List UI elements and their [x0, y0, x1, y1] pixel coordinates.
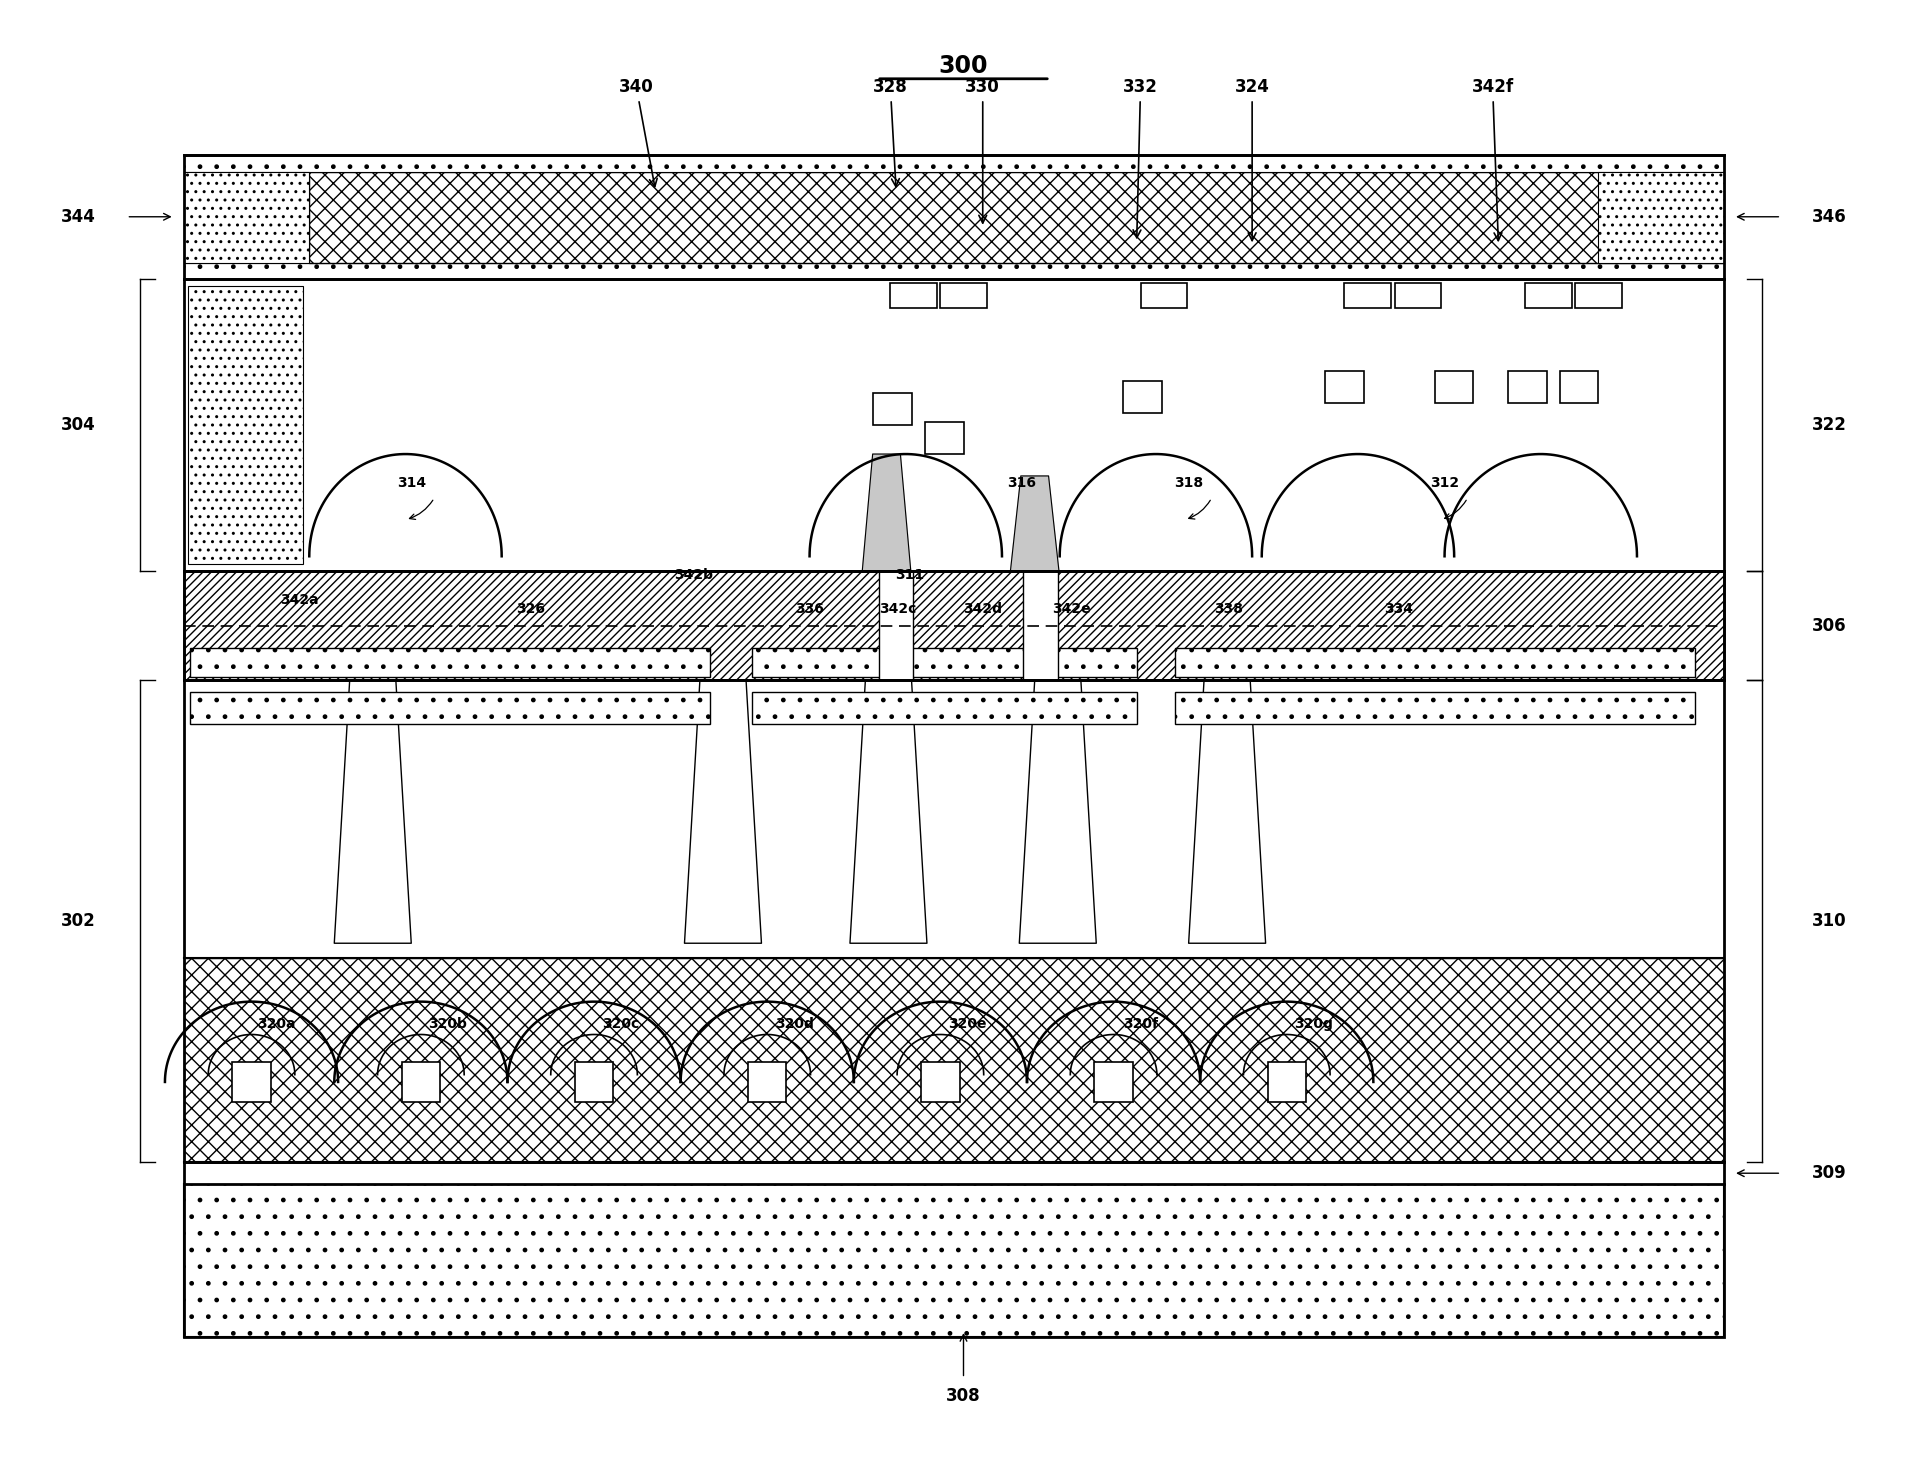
Text: 342c: 342c: [879, 601, 917, 616]
Text: 334: 334: [1384, 601, 1412, 616]
Text: 300: 300: [938, 54, 989, 78]
Bar: [700, 680, 746, 944]
Bar: [890, 284, 937, 309]
Bar: [349, 680, 395, 944]
Bar: [185, 1175, 1723, 1184]
Text: 346: 346: [1811, 208, 1846, 225]
Bar: [921, 1062, 960, 1103]
Bar: [189, 287, 303, 563]
Text: 336: 336: [796, 601, 825, 616]
Text: 320c: 320c: [603, 1017, 640, 1030]
Bar: [185, 680, 1723, 1162]
Text: 344: 344: [62, 208, 96, 225]
Bar: [185, 571, 1723, 680]
Text: 320b: 320b: [428, 1017, 466, 1030]
Polygon shape: [861, 454, 911, 571]
Bar: [1268, 1062, 1307, 1103]
Text: 320f: 320f: [1123, 1017, 1158, 1030]
Bar: [940, 284, 987, 309]
Bar: [1345, 284, 1391, 309]
Bar: [1576, 284, 1623, 309]
Text: 311: 311: [894, 568, 925, 582]
Text: 310: 310: [1811, 913, 1846, 930]
Text: 332: 332: [1123, 79, 1158, 237]
Text: 309: 309: [1811, 1165, 1846, 1182]
Bar: [191, 692, 709, 724]
Bar: [303, 284, 1717, 566]
Polygon shape: [1010, 475, 1060, 571]
Bar: [1123, 380, 1162, 413]
Bar: [1509, 370, 1547, 402]
Text: 326: 326: [516, 601, 545, 616]
Bar: [233, 1062, 272, 1103]
Bar: [185, 173, 308, 263]
Text: 320g: 320g: [1295, 1017, 1333, 1030]
Bar: [748, 1062, 786, 1103]
Polygon shape: [850, 680, 927, 944]
Text: 316: 316: [1006, 477, 1035, 490]
Text: 314: 314: [397, 477, 426, 490]
Polygon shape: [1189, 680, 1266, 944]
Bar: [574, 1062, 613, 1103]
Bar: [1023, 571, 1058, 680]
Text: 312: 312: [1430, 477, 1459, 490]
Text: 302: 302: [62, 913, 96, 930]
Text: 304: 304: [62, 415, 96, 435]
Text: 342f: 342f: [1472, 79, 1515, 240]
Bar: [185, 263, 1723, 279]
Bar: [752, 648, 1137, 677]
Polygon shape: [1019, 680, 1096, 944]
Bar: [1095, 1062, 1133, 1103]
Polygon shape: [684, 680, 761, 944]
Text: 320d: 320d: [775, 1017, 813, 1030]
Bar: [308, 173, 1723, 263]
Bar: [185, 680, 1723, 958]
Text: 342a: 342a: [279, 593, 320, 607]
Text: 330: 330: [965, 79, 1000, 222]
Text: 342b: 342b: [674, 568, 713, 582]
Bar: [1436, 370, 1474, 402]
Polygon shape: [333, 680, 410, 944]
Bar: [925, 421, 964, 454]
Text: 308: 308: [946, 1387, 981, 1404]
Bar: [185, 155, 1723, 1337]
Bar: [1141, 284, 1187, 309]
Text: 306: 306: [1811, 616, 1846, 635]
Bar: [185, 958, 1723, 1162]
Bar: [185, 1184, 1723, 1337]
Bar: [873, 392, 911, 424]
Bar: [752, 692, 1137, 724]
Bar: [1175, 648, 1694, 677]
Bar: [1526, 284, 1572, 309]
Bar: [191, 648, 709, 677]
Text: 342d: 342d: [964, 601, 1002, 616]
Bar: [879, 571, 913, 680]
Bar: [1326, 370, 1364, 402]
Text: 322: 322: [1811, 415, 1846, 435]
Bar: [1599, 173, 1723, 263]
Text: 320e: 320e: [948, 1017, 987, 1030]
Bar: [1035, 680, 1081, 944]
Text: 338: 338: [1214, 601, 1243, 616]
Bar: [185, 279, 1723, 571]
Text: 340: 340: [619, 79, 657, 187]
Text: 342e: 342e: [1052, 601, 1091, 616]
Text: 320a: 320a: [258, 1017, 297, 1030]
Bar: [1204, 680, 1251, 944]
Text: 328: 328: [873, 79, 908, 187]
Bar: [401, 1062, 439, 1103]
Bar: [1561, 370, 1599, 402]
Bar: [1175, 692, 1694, 724]
Text: 318: 318: [1174, 477, 1202, 490]
Bar: [1395, 284, 1441, 309]
Bar: [185, 155, 1723, 173]
Bar: [185, 1162, 1723, 1175]
Bar: [865, 680, 911, 944]
Text: 324: 324: [1235, 79, 1270, 240]
